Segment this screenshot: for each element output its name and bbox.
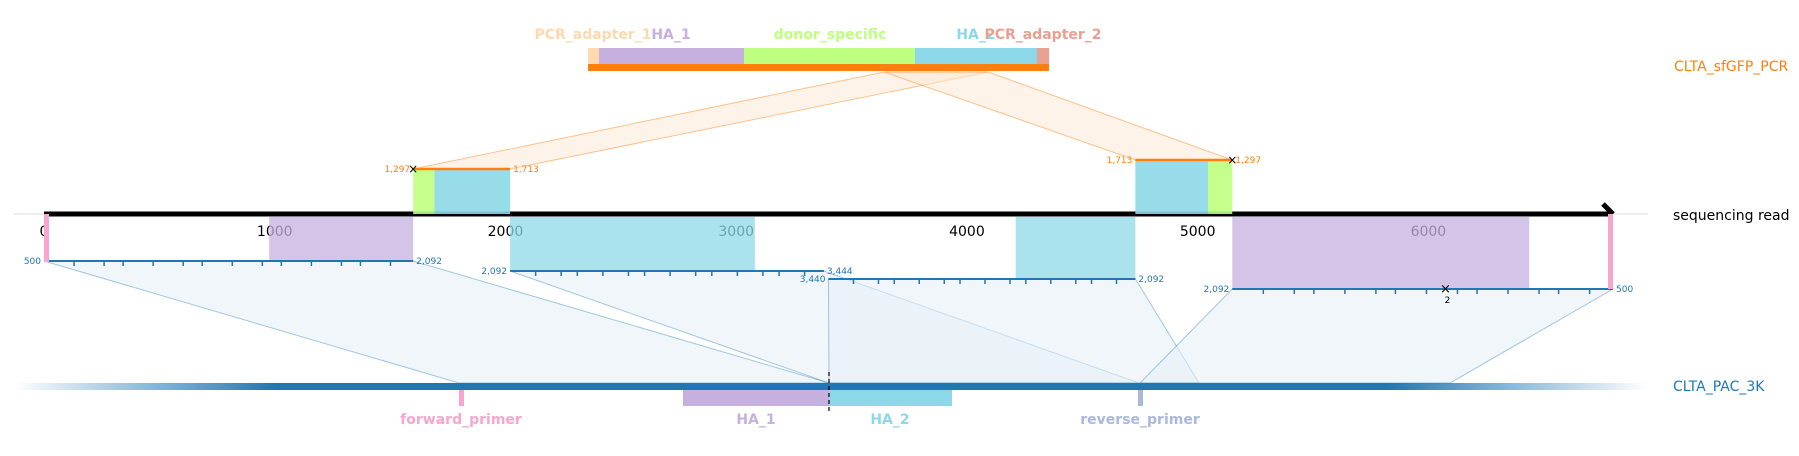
pcr-alignment-end-label: 1,297: [1235, 156, 1261, 166]
pcr-alignment-cone: [413, 71, 989, 170]
plasmid-feature-reverse_primer: [1138, 390, 1143, 406]
plasmid-bar: [14, 383, 1648, 390]
pcr-alignment-end-label: 1,713: [513, 165, 539, 175]
plasmid-feature-HA_2: [829, 390, 952, 406]
pcr-label-HA_1: HA_1: [651, 27, 690, 43]
plasmid-label-HA_1: HA_1: [736, 412, 775, 428]
pcr-alignment-cone: [883, 71, 1233, 161]
plasmid-alignment-feature: [1232, 217, 1530, 289]
plasmid-alignment-start-label: 3,440: [800, 275, 826, 285]
plasmid-track: forward_primer HA_1 HA_2 reverse_primer …: [14, 372, 1765, 428]
plasmid-alignment-end-label: 2,092: [1138, 275, 1164, 285]
plasmid-alignment-start-label: 2,092: [481, 267, 507, 277]
plasmid-feature-HA_1: [683, 390, 829, 406]
pcr-feature-PCR_adapter_2: [1037, 48, 1049, 64]
pcr-feature-HA_1: [599, 48, 744, 64]
mismatch-mark: ×: [408, 162, 418, 176]
pcr-alignment-start-label: 1,297: [384, 165, 410, 175]
pcr-label-PCR_adapter_2: PCR_adapter_2: [984, 27, 1101, 43]
pcr-bar: [588, 64, 1049, 71]
pcr-alignment-feature: [413, 169, 435, 214]
plasmid-alignment-feature: [1015, 217, 1136, 279]
plasmid-label-forward_primer: forward_primer: [400, 412, 522, 428]
plasmid-alignment-feature: [510, 217, 755, 271]
mismatch-mark: ×: [1227, 153, 1237, 167]
plasmid-alignment-start-label: 500: [24, 257, 41, 267]
read-end-marker: [1601, 202, 1615, 216]
pcr-track-label: CLTA_sfGFP_PCR: [1674, 59, 1788, 75]
plasmid-track-label: CLTA_PAC_3K: [1673, 379, 1765, 395]
pcr-label-donor_specific: donor_specific: [774, 27, 887, 43]
pcr-feature-PCR_adapter_1: [588, 48, 599, 64]
read-track-label: sequencing read: [1673, 208, 1789, 224]
read-tick-label: 4000: [949, 224, 985, 240]
plasmid-feature-forward_primer: [459, 390, 464, 406]
pcr-alignment-feature: [1208, 160, 1233, 214]
read-primer-marker: [1608, 214, 1613, 289]
read-tick-label: 5000: [1180, 224, 1216, 240]
plasmid-alignment-cone: [1138, 288, 1615, 384]
pcr-feature-HA_2: [915, 48, 1037, 64]
plasmid-alignment-end-label: 500: [1616, 285, 1633, 295]
mismatch-mark: ×: [1440, 282, 1451, 297]
mismatch-count-label: 2: [1445, 296, 1451, 306]
pcr-label-HA_2: HA_2: [956, 27, 995, 43]
plasmid-alignment-start-label: 2,092: [1204, 285, 1230, 295]
plasmid-alignment-feature: [269, 217, 414, 261]
pcr-alignment-start-label: 1,713: [1107, 156, 1133, 166]
pcr-track: PCR_adapter_1 HA_1 donor_specific HA_2 P…: [534, 27, 1788, 75]
plasmid-alignment-end-label: 3,444: [827, 267, 853, 277]
plasmid-alignment-cone: [827, 278, 1200, 384]
plasmid-alignment-end-label: 2,092: [416, 257, 442, 267]
pcr-label-PCR_adapter_1: PCR_adapter_1: [534, 27, 651, 43]
pcr-feature-donor_specific: [744, 48, 915, 64]
plasmid-label-HA_2: HA_2: [870, 412, 909, 428]
read-primer-marker: [44, 214, 49, 262]
pcr-alignment-feature: [434, 169, 511, 214]
pcr-alignment-feature: [1135, 160, 1209, 214]
plasmid-label-reverse_primer: reverse_primer: [1080, 412, 1200, 428]
